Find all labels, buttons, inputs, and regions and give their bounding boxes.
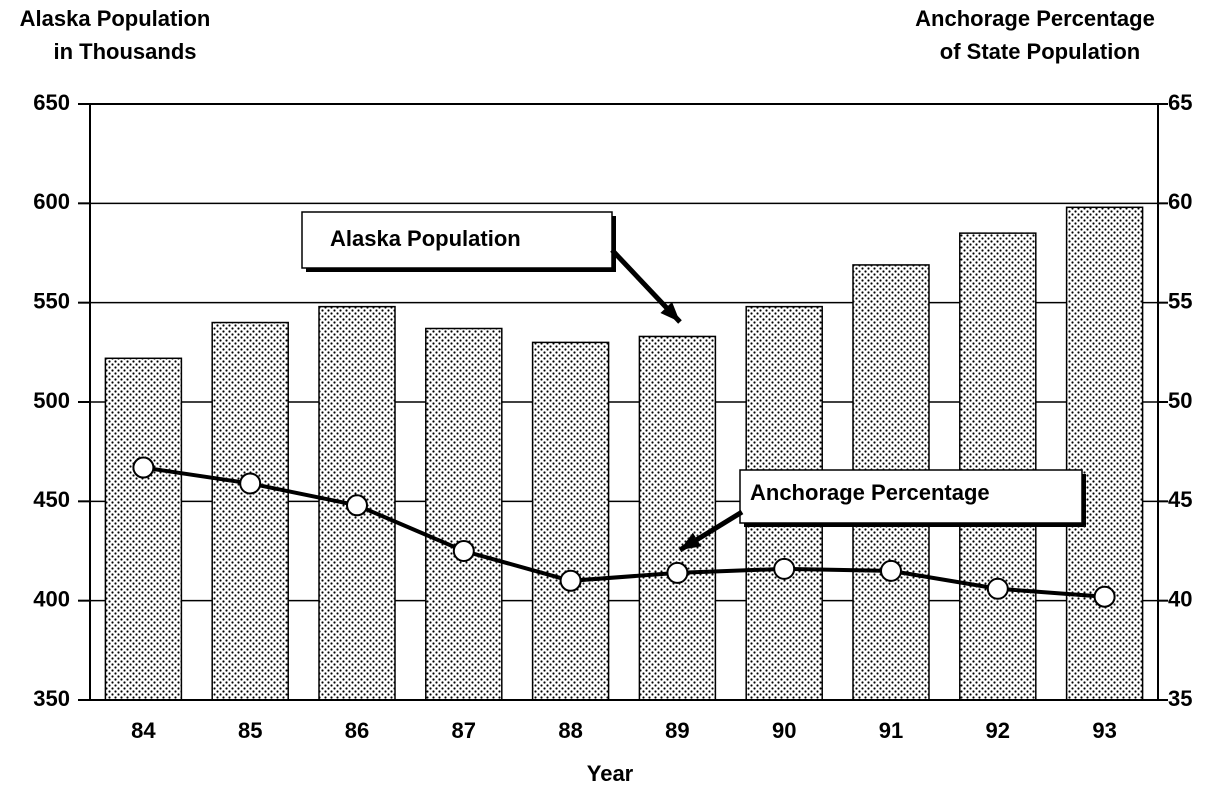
bar (1065, 206, 1144, 701)
point (666, 561, 689, 584)
y-tick-label: 550 (33, 288, 70, 313)
x-tick-label: 90 (772, 718, 796, 743)
bar (425, 327, 503, 701)
annotation-box (739, 469, 1083, 524)
point (132, 456, 155, 479)
x-axis-label: Year (587, 761, 634, 786)
arrow-head (680, 532, 702, 550)
x-tick-label: 87 (452, 718, 476, 743)
point (986, 577, 1009, 600)
y2-tick-label: 65 (1168, 90, 1192, 115)
bar (638, 335, 717, 701)
bar (211, 321, 289, 701)
arrow-head (660, 301, 680, 322)
x-tick-label: 93 (1092, 718, 1116, 743)
y-tick-label: 500 (33, 388, 70, 413)
y2-axis-label: Anchorage Percentage (915, 6, 1155, 31)
x-tick-label: 86 (345, 718, 369, 743)
y2-tick-label: 60 (1168, 189, 1192, 214)
y-axis-label: Alaska Population (20, 6, 211, 31)
point (773, 557, 796, 580)
y2-axis-label: of State Population (940, 39, 1140, 64)
y2-tick-label: 55 (1168, 288, 1192, 313)
y-tick-label: 650 (33, 90, 70, 115)
annotation: Alaska Population (330, 226, 521, 251)
x-tick-label: 84 (131, 718, 156, 743)
y2-tick-label: 50 (1168, 388, 1192, 413)
point (239, 472, 262, 495)
bar (959, 232, 1037, 701)
point (452, 540, 475, 562)
annotation-box (301, 211, 613, 269)
y2-tick-label: 35 (1168, 686, 1192, 711)
point (1093, 585, 1116, 608)
y2-tick-label: 45 (1168, 487, 1192, 512)
x-tick-label: 88 (558, 718, 582, 743)
y-tick-label: 600 (33, 189, 70, 214)
point (559, 569, 582, 592)
y-axis-label: in Thousands (54, 39, 197, 64)
bar (531, 341, 610, 701)
y-tick-label: 350 (33, 686, 70, 711)
y2-tick-label: 40 (1168, 586, 1192, 611)
x-tick-label: 85 (238, 718, 262, 743)
y-tick-label: 450 (33, 487, 70, 512)
y-tick-label: 400 (33, 586, 70, 611)
plot-frame (89, 103, 1159, 701)
line (143, 465, 1105, 599)
x-tick-label: 91 (879, 718, 903, 743)
x-tick-label: 92 (986, 718, 1010, 743)
bar (104, 357, 183, 701)
point (880, 559, 902, 582)
point (346, 494, 368, 517)
annotation: Anchorage Percentage (750, 480, 990, 505)
x-tick-label: 89 (665, 718, 689, 743)
